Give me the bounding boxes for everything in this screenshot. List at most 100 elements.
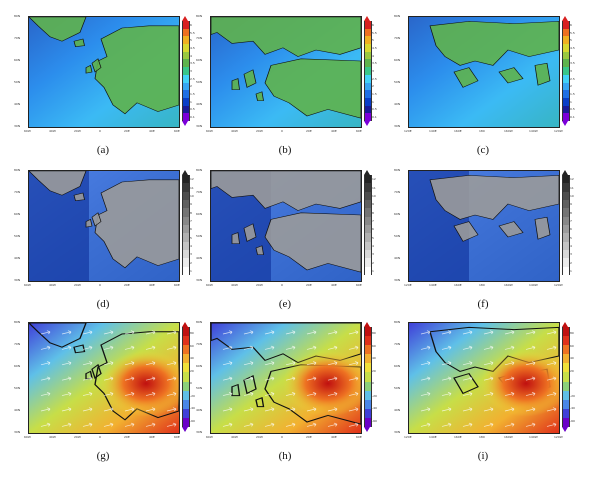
- wind-vector-arrow: [145, 345, 156, 350]
- colorbar-swatch: [182, 390, 190, 401]
- map-plot-c: [408, 16, 560, 128]
- map-field-g: [29, 323, 179, 433]
- wind-vector-arrow: [222, 407, 233, 412]
- lat-tick-label: 50N: [394, 80, 401, 84]
- wind-vector-arrow: [441, 345, 452, 350]
- lat-tick-label: 60N: [14, 212, 21, 216]
- lat-tick-label: 80N: [14, 14, 21, 18]
- colorbar-e: 1 2 3 4 5 6 7 8 9 10 11 12: [364, 170, 388, 280]
- lat-tick-label: 30N: [394, 430, 401, 434]
- colorbar-swatch: [182, 208, 190, 218]
- colorbar-tick-label: 5: [372, 38, 374, 43]
- colorbar-min-arrow: [364, 121, 370, 126]
- colorbar-tick-label: 2: [190, 260, 192, 265]
- lon-tick-label: 20E: [306, 435, 312, 439]
- colorbar-swatch: [182, 233, 190, 243]
- colorbar-swatch: [364, 372, 372, 383]
- colorbar-swatch: [182, 241, 190, 251]
- lat-tick-label: 40N: [14, 256, 21, 260]
- colorbar-tick-label: 40: [372, 356, 376, 361]
- colorbar-tick-label: 0.1: [570, 115, 575, 120]
- lon-tick-label: 20W: [256, 283, 263, 287]
- colorbar-swatch: [562, 372, 570, 383]
- wind-vector-arrow: [306, 422, 317, 427]
- colorbar-swatch: [182, 175, 190, 184]
- wind-vector-arrow: [124, 330, 135, 335]
- wind-vector-arrow: [40, 376, 51, 381]
- lon-tick-label: 180: [479, 129, 485, 133]
- landmass-outline: [91, 363, 102, 379]
- colorbar-swatch: [364, 266, 372, 276]
- wind-vector-arrow: [525, 345, 536, 350]
- colorbar-swatch: [364, 82, 372, 91]
- wind-vector-arrow: [420, 376, 431, 381]
- wind-vector-arrow: [546, 376, 557, 381]
- colorbar-swatch: [364, 208, 372, 218]
- lon-tick-label: 0: [99, 435, 101, 439]
- colorbar-tick-label: 60: [372, 343, 376, 348]
- colorbar-tick-label: 12: [570, 177, 574, 182]
- wind-vector-arrow: [61, 376, 72, 381]
- colorbar-swatch: [562, 381, 570, 392]
- colorbar-swatch: [562, 399, 570, 410]
- colorbar-tick-label: 9: [570, 202, 572, 207]
- colorbar-tick-label: 4.5: [372, 45, 377, 50]
- wind-vector-arrow: [103, 407, 114, 412]
- colorbar-tick-label: 7: [570, 218, 572, 223]
- colorbar-swatch: [364, 241, 372, 251]
- colorbar-tick-label: 0.5: [570, 107, 575, 112]
- colorbar-tick-label: 8: [190, 210, 192, 215]
- landmass-outline: [243, 69, 257, 88]
- lat-tick-label: 70N: [196, 190, 203, 194]
- wind-vector-arrow: [82, 407, 93, 412]
- wind-vector-arrow: [40, 361, 51, 366]
- lat-tick-label: 80N: [14, 320, 21, 324]
- landmass-outline: [85, 218, 93, 228]
- colorbar-swatch: [562, 90, 570, 99]
- map-field-e: [211, 171, 361, 281]
- lon-tick-label: 20W: [74, 435, 81, 439]
- colorbar-tick-label: 3: [372, 252, 374, 257]
- wind-vector-arrow: [483, 361, 494, 366]
- wind-vector-arrow: [243, 361, 254, 366]
- colorbar-swatch: [562, 51, 570, 60]
- map-panel-d: 80N 70N 60N 50N 40N 30N 60W 40W 20W 0 20E 40E 60E 1 2 3…: [14, 168, 208, 292]
- colorbar-i: -60 -40 -20 0 20 40 60 80: [562, 322, 586, 432]
- colorbar-swatch: [364, 113, 372, 122]
- wind-vector-arrow: [61, 422, 72, 427]
- colorbar-swatch: [364, 67, 372, 76]
- panel-caption: (d): [96, 298, 110, 310]
- colorbar-swatch: [562, 175, 570, 184]
- wind-vector-arrow: [483, 392, 494, 396]
- colorbar-swatch: [364, 59, 372, 68]
- lat-tick-label: 50N: [14, 80, 21, 84]
- colorbar-swatch: [182, 372, 190, 383]
- colorbar-max-arrow: [562, 170, 568, 175]
- map-field-b: [211, 17, 361, 127]
- landmass-outline: [534, 62, 551, 86]
- landmass-outline: [498, 221, 524, 238]
- colorbar-tick-label: 1: [570, 268, 572, 273]
- wind-vector-arrow: [462, 376, 473, 381]
- colorbar-swatch: [364, 327, 372, 337]
- colorbar-swatch: [364, 363, 372, 373]
- lon-tick-label: 160W: [504, 283, 513, 287]
- wind-vector-arrow: [222, 361, 233, 366]
- colorbar-min-arrow: [182, 121, 188, 126]
- lon-tick-label: 0: [281, 435, 283, 439]
- wind-vector-arrow: [483, 330, 494, 335]
- colorbar-tick-label: 4: [570, 53, 572, 58]
- colorbar-swatch: [562, 28, 570, 37]
- colorbar-min-arrow: [364, 427, 370, 432]
- map-plot-i: [408, 322, 560, 434]
- wind-vector-arrow: [145, 407, 156, 412]
- wind-vector-arrow: [82, 345, 93, 350]
- lon-tick-label: 0: [99, 129, 101, 133]
- colorbar-tick-label: 3: [570, 252, 572, 257]
- colorbar-tick-label: 8: [570, 210, 572, 215]
- colorbar-tick-label: 0.1: [372, 115, 377, 120]
- wind-vector-arrow: [462, 407, 473, 412]
- colorbar-tick-label: 2: [570, 84, 572, 89]
- landmass-outline: [231, 78, 240, 90]
- colorbar-tick-label: 5: [190, 235, 192, 240]
